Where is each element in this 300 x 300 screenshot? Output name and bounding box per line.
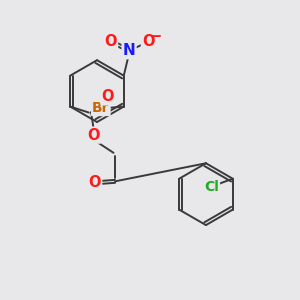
Text: N: N bbox=[123, 43, 135, 58]
Text: −: − bbox=[149, 29, 162, 44]
Text: O: O bbox=[89, 175, 101, 190]
Text: Cl: Cl bbox=[204, 180, 219, 194]
Text: Br: Br bbox=[92, 101, 110, 115]
Text: O: O bbox=[142, 34, 155, 49]
Text: O: O bbox=[88, 128, 100, 142]
Text: O: O bbox=[101, 89, 114, 104]
Text: O: O bbox=[105, 34, 117, 49]
